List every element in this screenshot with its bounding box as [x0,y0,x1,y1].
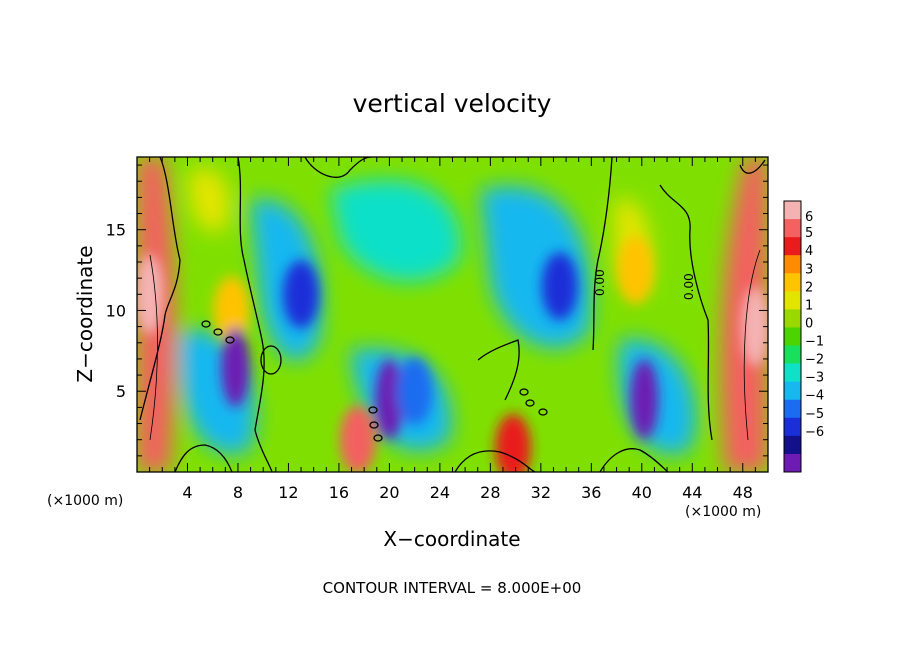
x-tick-label: 20 [379,483,399,502]
contour-line [659,184,713,441]
contour-line [454,450,536,472]
colorbar-swatch [784,309,801,328]
contour-ring [519,388,529,396]
y-axis-label: Z−coordinate [73,245,97,382]
colorbar-label: 4 [805,244,813,259]
downdraft-core [221,327,250,407]
colorbar-swatch [784,273,801,292]
colorbar-swatch [784,435,801,455]
contour-line [739,159,766,174]
contour-ring [213,328,223,336]
colorbar [783,200,802,473]
x-tick-label: 8 [233,483,243,502]
colorbar-label: −2 [805,353,824,368]
colorbar-label: −4 [805,389,824,404]
field-band [189,168,231,232]
x-axis-label: X−coordinate [383,527,520,551]
downdraft-core [396,357,433,426]
contour-ring [225,336,235,344]
updraft-core [495,413,532,472]
colorbar-label: 6 [805,210,813,225]
colorbar-swatch [784,345,801,364]
colorbar-swatch [784,327,801,346]
colorbar-swatch [784,363,801,382]
contour-ring [260,345,282,375]
contour-interval-footer: CONTOUR INTERVAL = 8.000E+00 [323,579,582,597]
y-tick-labels: 5 10 15 [106,221,126,402]
updraft-core [339,405,376,472]
x-tick-label: 40 [632,483,652,502]
contour-line [592,157,613,351]
contour-line [237,157,273,472]
x-tick-label: 32 [531,483,551,502]
x-tick-label: 28 [480,483,500,502]
contour-ring [368,406,378,414]
contour-ring [525,399,535,407]
x-tick-label: 48 [733,483,753,502]
downdraft-core [375,359,404,440]
colorbar-swatch [784,291,801,310]
contour-line [149,254,158,441]
colorbar-frame [783,200,802,473]
contour-line [599,448,669,472]
updraft-core [213,276,250,345]
y-tick-label: 5 [116,382,126,401]
updraft-core [741,286,768,367]
colorbar-swatch [784,255,801,274]
contour-line [304,157,373,178]
x-unit-right: (×1000 m) [685,504,761,520]
downdraft-core [541,252,578,321]
axis-ticks [137,157,768,472]
colorbar-label: 0 [805,316,813,331]
updraft-core [617,236,654,305]
contour-label: 0.00 [682,273,696,300]
chart-title: vertical velocity [353,89,552,118]
field-band [330,179,462,282]
contour-line [743,249,761,441]
x-tick-labels: 4 8 12 16 20 24 28 32 36 40 44 48 [182,483,753,502]
colorbar-label: 3 [805,262,813,277]
contour-ring [201,320,211,328]
colorbar-label: 5 [805,226,813,241]
colorbar-swatch [784,381,801,401]
contour-ring [538,408,548,416]
x-tick-label: 4 [182,483,192,502]
colorbar-label: 2 [805,280,813,295]
x-tick-label: 44 [682,483,702,502]
x-unit-left: (×1000 m) [47,493,123,509]
colorbar-swatch [784,399,801,419]
colorbar-label: −5 [805,407,824,422]
x-tick-label: 16 [329,483,349,502]
contour-line [174,444,233,472]
colorbar-swatch [784,453,801,473]
downdraft-core [283,260,320,329]
contour-ring [369,421,379,429]
y-tick-label: 15 [106,221,126,240]
colorbar-labels: 65 4 3 2 1 0 −1 −2 −3 −4 −5 −6 [805,210,824,440]
x-tick-label: 24 [430,483,450,502]
contour-line [139,157,181,421]
contour-line [477,339,520,401]
y-tick-label: 10 [106,301,126,320]
colorbar-swatch [784,417,801,437]
colorbar-swatch [784,237,801,256]
colorbar-label: 1 [805,298,813,313]
x-tick-label: 12 [278,483,298,502]
colorbar-swatch [784,219,801,238]
velocity-field [137,157,768,472]
contour-label: 0.00 [593,269,607,296]
colorbar-label: −3 [805,371,824,386]
colorbar-label: −1 [805,335,824,350]
x-tick-label: 36 [581,483,601,502]
downdraft-core [630,359,659,440]
colorbar-label: −6 [805,425,824,440]
zero-contours [139,157,766,472]
contour-ring [373,434,383,442]
colorbar-swatch [784,201,801,220]
